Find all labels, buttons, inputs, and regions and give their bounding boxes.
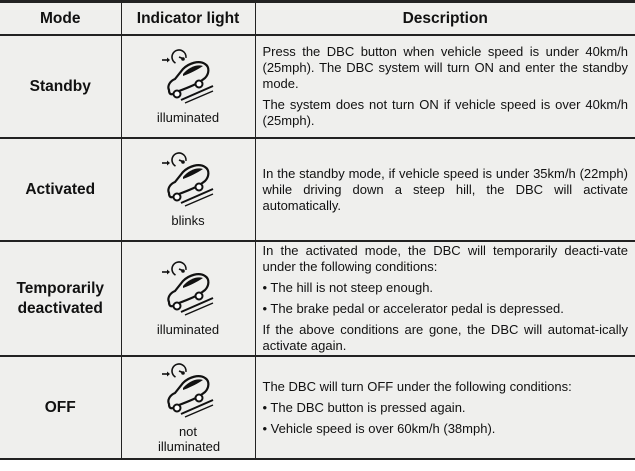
mode-label: OFF (44, 398, 76, 416)
mode-cell: Temporarily deactivated (0, 241, 122, 356)
indicator-status: blinks (171, 213, 205, 228)
description-paragraph: • Vehicle speed is over 60km/h (38mph). (262, 420, 496, 436)
indicator-status: not illuminated (158, 423, 221, 454)
header-description: Description (254, 1, 635, 35)
mode-cell: OFF (0, 356, 122, 459)
indicator-cell: illuminated (120, 241, 256, 356)
description-paragraph: In the activated mode, the DBC will temp… (262, 243, 629, 274)
mode-label: Temporarily deactivated (16, 279, 105, 317)
description-paragraph: Press the DBC button when vehicle speed … (262, 44, 629, 91)
indicator-status: illuminated (156, 322, 220, 337)
indicator-cell: illuminated (120, 35, 256, 138)
dbc-mode-table: Mode Indicator light Description Standby… (0, 0, 635, 460)
mode-cell: Standby (0, 35, 122, 138)
description-paragraph: The DBC will turn OFF under the followin… (262, 378, 572, 394)
table-row: Standby illuminated Press the DBC button… (0, 35, 635, 138)
description-paragraph: • The brake pedal or accelerator pedal i… (262, 301, 564, 316)
header-indicator: Indicator light (120, 1, 256, 35)
description-paragraph: If the above conditions are gone, the DB… (262, 322, 629, 353)
mode-label: Activated (25, 180, 96, 198)
indicator-cell: not illuminated (120, 356, 256, 459)
description-paragraph: • The hill is not steep enough. (262, 280, 434, 295)
description-paragraph: In the standby mode, if vehicle speed is… (262, 165, 629, 213)
description-cell: In the standby mode, if vehicle speed is… (254, 138, 635, 241)
mode-label: Standby (29, 77, 91, 95)
dbc-car-on-slope-icon (160, 361, 215, 418)
header-row: Mode Indicator light Description (0, 1, 635, 35)
table-row: OFF not illuminated The DBC will turn OF… (0, 356, 635, 459)
description-cell: In the activated mode, the DBC will temp… (254, 241, 635, 356)
description-cell: Press the DBC button when vehicle speed … (254, 35, 635, 138)
table-row: Temporarily deactivated illuminated In th… (0, 241, 635, 356)
description-paragraph: • The DBC button is pressed again. (262, 399, 466, 415)
indicator-status: illuminated (156, 110, 220, 125)
description-cell: The DBC will turn OFF under the followin… (254, 356, 635, 459)
header-mode: Mode (0, 1, 122, 35)
indicator-cell: blinks (120, 138, 256, 241)
description-paragraph: The system does not turn ON if vehicle s… (262, 97, 629, 128)
dbc-car-on-slope-icon (160, 48, 215, 105)
dbc-car-on-slope-icon (160, 260, 215, 317)
table-row: Activated blinks In the standby mode, if… (0, 138, 635, 241)
mode-cell: Activated (0, 138, 122, 241)
dbc-car-on-slope-icon (160, 151, 215, 208)
